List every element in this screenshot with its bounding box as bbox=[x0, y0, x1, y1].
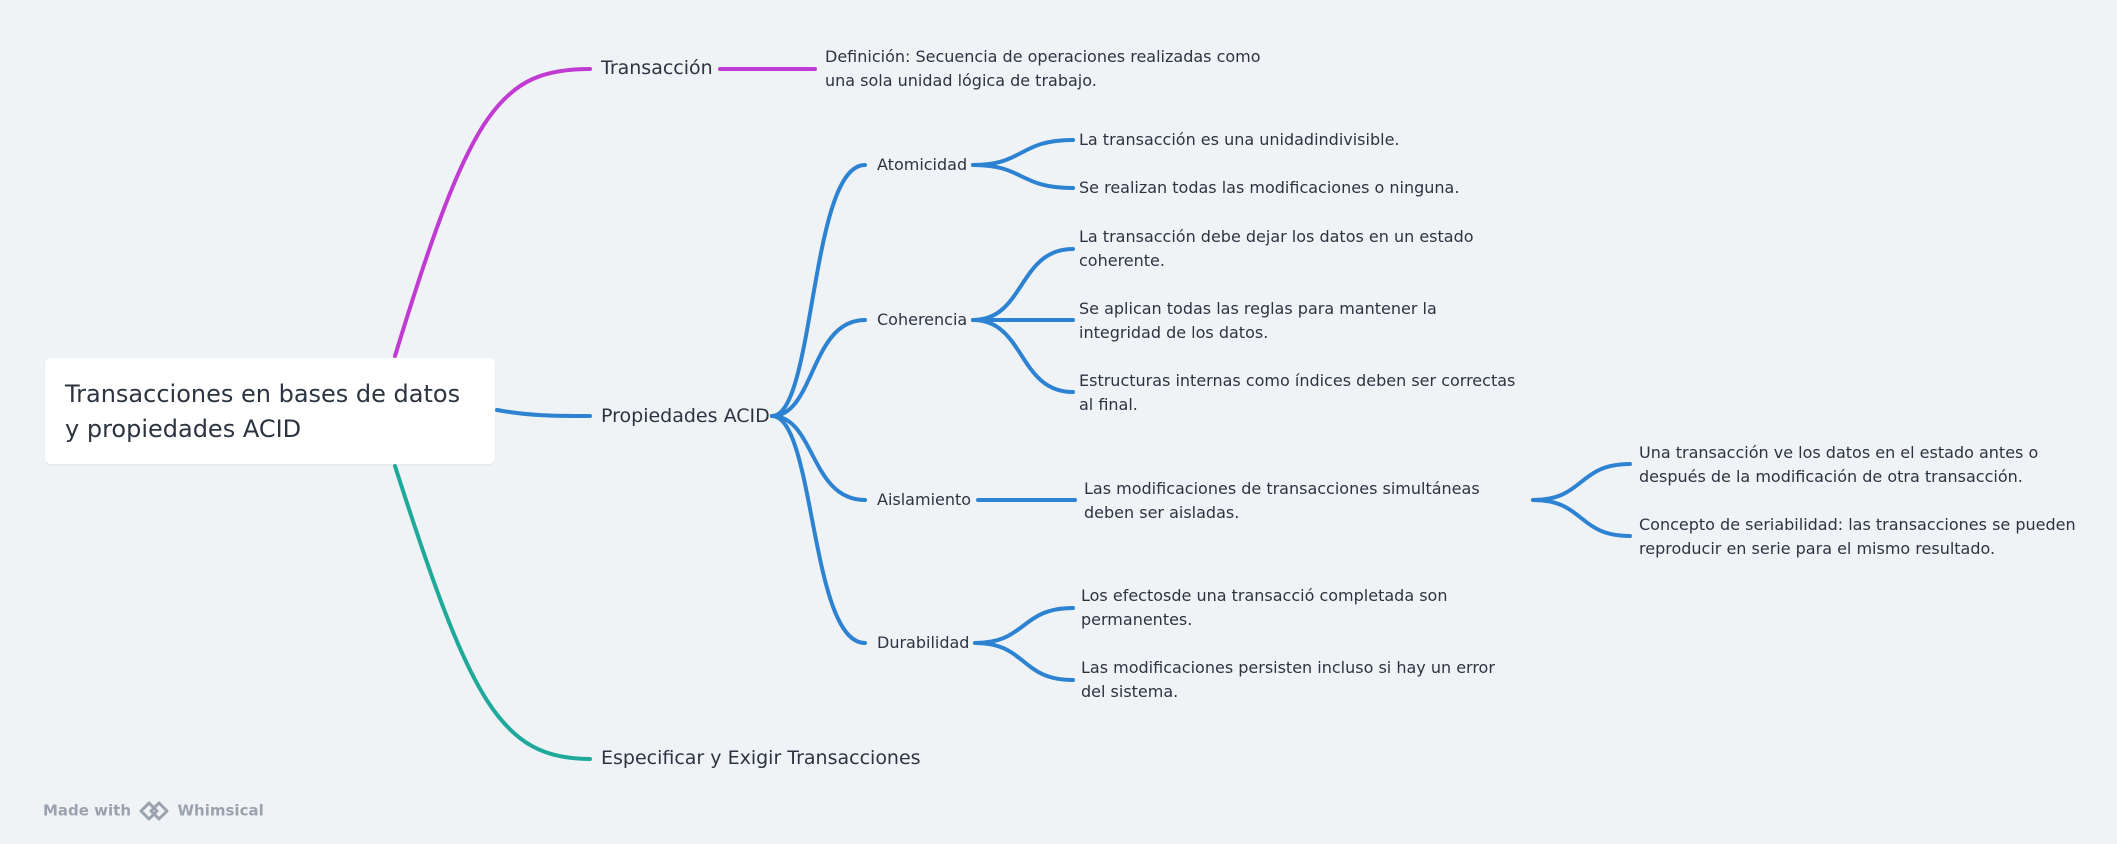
node-aislamiento-summary[interactable]: Las modificaciones de transacciones simu… bbox=[1084, 479, 1480, 522]
node-transaccion-definition[interactable]: Definición: Secuencia de operaciones rea… bbox=[825, 47, 1261, 90]
leaf-durabilidad-1[interactable]: Los efectosde una transacció completada … bbox=[1081, 586, 1448, 629]
leaf-atomicidad-2[interactable]: Se realizan todas las modificaciones o n… bbox=[1079, 178, 1460, 197]
whimsical-logo-icon bbox=[139, 801, 169, 821]
node-especificar[interactable]: Especificar y Exigir Transacciones bbox=[601, 747, 921, 769]
leaf-atomicidad-1[interactable]: La transacción es una unidadindivisible. bbox=[1079, 130, 1400, 149]
edge-acid-durabilidad bbox=[770, 414, 867, 645]
edge-acid-atomicidad bbox=[770, 163, 867, 418]
edge-acid-aislamiento bbox=[770, 414, 867, 502]
leaf-aislamiento-2[interactable]: Concepto de seriabilidad: las transaccio… bbox=[1639, 515, 2076, 558]
leaf-aislamiento-1[interactable]: Una transacción ve los datos en el estad… bbox=[1639, 443, 2039, 486]
edge-root-acid bbox=[495, 408, 592, 418]
leaf-coherencia-3[interactable]: Estructuras internas como índices deben … bbox=[1079, 371, 1516, 414]
edge-root-transaccion bbox=[393, 67, 592, 358]
leaf-durabilidad-2[interactable]: Las modificaciones persisten incluso si … bbox=[1081, 658, 1495, 701]
edge-durabilidad-leaf-1 bbox=[973, 606, 1075, 645]
made-with-whimsical[interactable]: Made with Whimsical bbox=[43, 800, 264, 822]
node-atomicidad[interactable]: Atomicidad bbox=[877, 155, 968, 174]
edge-summary-leaf-2 bbox=[1531, 498, 1632, 538]
edge-atomicidad-leaf-2 bbox=[971, 163, 1075, 190]
edge-durabilidad-leaf-2 bbox=[973, 641, 1075, 682]
node-coherencia[interactable]: Coherencia bbox=[877, 310, 968, 329]
node-durabilidad[interactable]: Durabilidad bbox=[877, 633, 970, 652]
watermark-brand: Whimsical bbox=[177, 801, 264, 820]
node-aislamiento[interactable]: Aislamiento bbox=[877, 490, 972, 509]
node-propiedades-acid[interactable]: Propiedades ACID bbox=[601, 405, 770, 427]
leaf-coherencia-1[interactable]: La transacción debe dejar los datos en u… bbox=[1079, 227, 1474, 270]
root-node[interactable]: Transacciones en bases de datos y propie… bbox=[45, 358, 495, 464]
node-transaccion[interactable]: Transacción bbox=[601, 57, 713, 79]
edge-root-especificar bbox=[393, 464, 592, 761]
leaf-coherencia-2[interactable]: Se aplican todas las reglas para mantene… bbox=[1079, 299, 1437, 342]
edge-acid-coherencia bbox=[770, 318, 867, 418]
edge-summary-leaf-1 bbox=[1531, 462, 1632, 502]
watermark-prefix: Made with bbox=[43, 801, 132, 820]
root-title: Transacciones en bases de datos y propie… bbox=[65, 380, 461, 443]
edge-atomicidad-leaf-1 bbox=[971, 138, 1075, 167]
edge-coherencia-leaf-1 bbox=[971, 247, 1075, 322]
edge-coherencia-leaf-3 bbox=[971, 318, 1075, 394]
